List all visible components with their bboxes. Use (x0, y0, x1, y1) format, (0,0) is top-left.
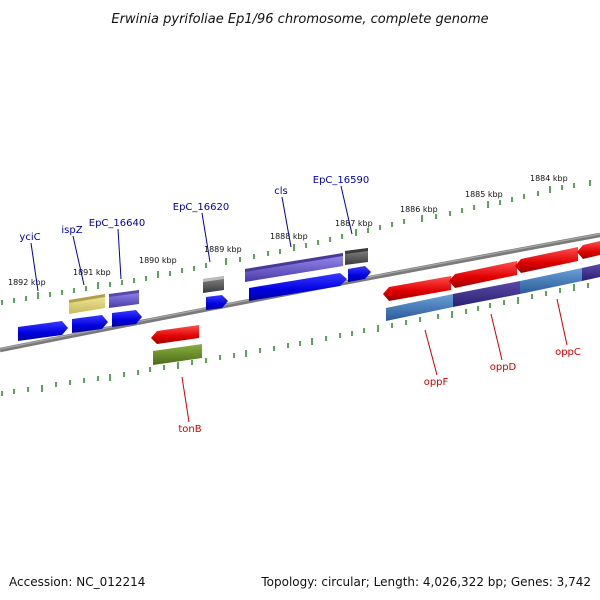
gene-arrow-blue-2[interactable] (72, 315, 108, 333)
gene-arrow-red-1[interactable] (151, 325, 199, 344)
ruler-label-1892: 1892 kbp (8, 278, 46, 287)
ruler-label-1889: 1889 kbp (204, 245, 242, 254)
gene-arrow-blue-5[interactable] (249, 273, 347, 301)
gene-oppd-arrow[interactable] (449, 261, 517, 288)
gene-label-epc16640[interactable]: EpC_16640 (89, 218, 145, 229)
gene-label-cls[interactable]: cls (274, 186, 288, 197)
gene-arrow-blue-4[interactable] (206, 295, 228, 310)
gene-arrow-blue-1[interactable] (18, 321, 68, 341)
gene-cog-steel-2[interactable] (520, 268, 582, 294)
ruler-label-1886: 1886 kbp (400, 205, 438, 214)
ruler-label-1885: 1885 kbp (465, 190, 503, 199)
gene-oppf-arrow[interactable] (383, 276, 451, 301)
gene-label-oppf[interactable]: oppF (424, 377, 449, 388)
gene-label-leaders (30, 185, 568, 423)
ruler-label-1884: 1884 kbp (530, 174, 568, 183)
outer-tick-ruler (1, 180, 591, 305)
gene-label-epc16590[interactable]: EpC_16590 (313, 175, 369, 186)
gene-cls-feature[interactable] (245, 253, 343, 282)
gene-cog-navy-2[interactable] (582, 264, 600, 281)
gene-arrow-blue-3[interactable] (112, 310, 142, 327)
gene-label-epc16620[interactable]: EpC_16620 (173, 202, 229, 213)
accession-text: Accession: NC_012214 (9, 575, 145, 589)
inner-tick-ruler (1, 283, 589, 396)
ruler-label-1887: 1887 kbp (335, 219, 373, 228)
gene-epc16620-feature[interactable] (203, 276, 224, 293)
gene-oppc-arrow[interactable] (515, 247, 578, 273)
gene-cog-steel-1[interactable] (386, 294, 453, 321)
ruler-label-1891: 1891 kbp (73, 268, 111, 277)
gene-label-oppc[interactable]: oppC (555, 347, 581, 358)
gene-label-tonb[interactable]: tonB (178, 424, 201, 435)
gene-epc16590-feature[interactable] (345, 248, 368, 265)
gene-label-ycic[interactable]: yciC (19, 232, 40, 243)
gene-cog-navy-1[interactable] (453, 281, 520, 307)
gene-ispz-feature[interactable] (69, 294, 105, 314)
gene-epc16640-feature[interactable] (109, 290, 139, 308)
ruler-label-1890: 1890 kbp (139, 256, 177, 265)
gene-label-ispz[interactable]: ispZ (61, 225, 82, 236)
gene-arrow-blue-6[interactable] (348, 266, 371, 282)
gene-label-oppd[interactable]: oppD (490, 362, 517, 373)
map-title: Erwinia pyrifoliae Ep1/96 chromosome, co… (111, 12, 488, 27)
genome-summary-text: Topology: circular; Length: 4,026,322 bp… (260, 575, 591, 589)
gene-tonb-feature[interactable] (153, 344, 202, 365)
gene-arrow-red-edge[interactable] (577, 241, 600, 259)
